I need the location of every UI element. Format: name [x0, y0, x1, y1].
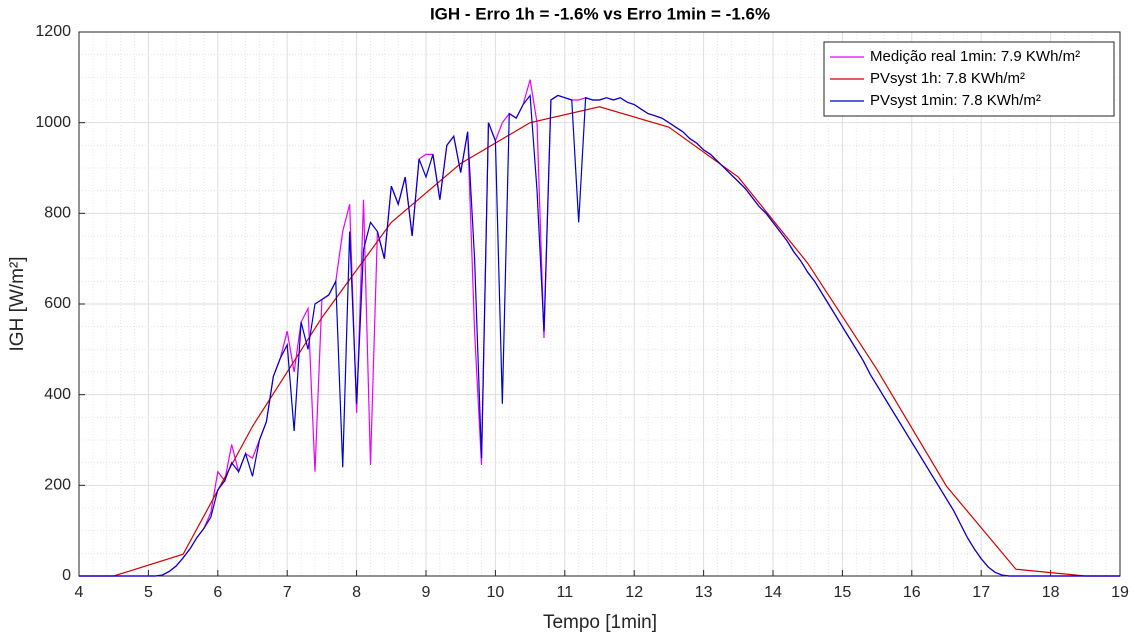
y-tick-label: 1000 — [35, 114, 71, 131]
y-tick-label: 0 — [62, 567, 71, 584]
series-line — [79, 93, 1120, 577]
x-tick-label: 18 — [1042, 584, 1060, 601]
x-tick-label: 17 — [972, 584, 990, 601]
x-tick-label: 19 — [1111, 584, 1129, 601]
x-axis-label: Tempo [1min] — [543, 612, 657, 633]
x-tick-label: 7 — [283, 584, 292, 601]
y-tick-label: 200 — [44, 477, 71, 494]
y-tick-label: 600 — [44, 295, 71, 312]
x-tick-label: 5 — [144, 584, 153, 601]
x-tick-label: 6 — [213, 584, 222, 601]
legend-label: PVsyst 1min: 7.8 KWh/m² — [870, 92, 1041, 109]
x-tick-label: 11 — [556, 584, 573, 601]
chart-title: IGH - Erro 1h = -1.6% vs Erro 1min = -1.… — [430, 4, 770, 23]
x-tick-label: 8 — [352, 584, 361, 601]
y-axis-label: IGH [W/m²] — [7, 257, 28, 352]
y-tick-label: 800 — [44, 205, 71, 222]
x-tick-label: 12 — [625, 584, 643, 601]
y-tick-label: 400 — [44, 386, 71, 403]
x-tick-label: 4 — [75, 584, 84, 601]
x-tick-label: 9 — [422, 584, 431, 601]
x-tick-label: 15 — [834, 584, 852, 601]
x-tick-label: 16 — [903, 584, 921, 601]
x-tick-label: 13 — [695, 584, 713, 601]
x-tick-label: 10 — [487, 584, 505, 601]
legend-label: Medição real 1min: 7.9 KWh/m² — [870, 48, 1080, 65]
legend-label: PVsyst 1h: 7.8 KWh/m² — [870, 70, 1025, 87]
y-tick-label: 1200 — [35, 23, 71, 40]
axes-box — [78, 31, 1121, 577]
legend-box — [823, 41, 1115, 117]
x-tick-label: 14 — [764, 584, 782, 601]
